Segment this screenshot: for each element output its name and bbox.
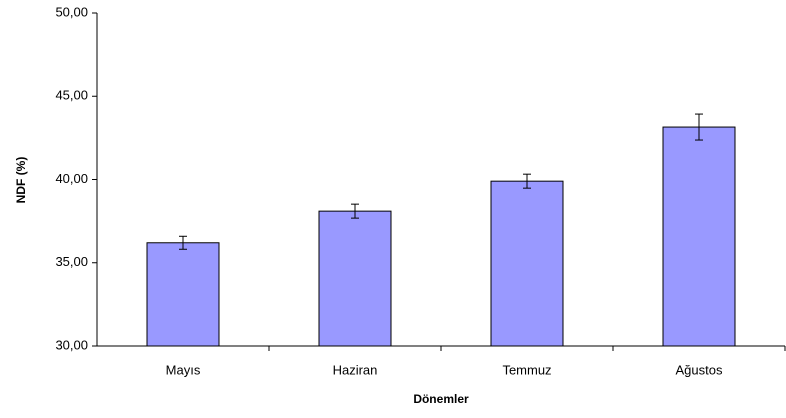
x-axis-title: Dönemler — [413, 392, 469, 406]
bar — [490, 180, 564, 347]
x-tick-label: Haziran — [333, 362, 378, 377]
bar — [318, 210, 392, 347]
y-tick-label: 30,00 — [55, 337, 88, 352]
y-axis-title: NDF (%) — [14, 157, 28, 204]
error-bar — [523, 173, 531, 189]
y-tick-label: 50,00 — [55, 4, 88, 19]
y-tick-label: 40,00 — [55, 171, 88, 186]
x-tick-label: Mayıs — [166, 362, 201, 377]
error-bar — [179, 235, 187, 250]
bar — [662, 126, 736, 347]
x-tick-label: Temmuz — [502, 362, 551, 377]
y-tick-label: 45,00 — [55, 88, 88, 103]
y-tick-label: 35,00 — [55, 254, 88, 269]
error-bar — [351, 203, 359, 219]
bar — [146, 242, 220, 347]
error-bar — [695, 113, 703, 141]
x-tick-label: Ağustos — [676, 362, 723, 377]
